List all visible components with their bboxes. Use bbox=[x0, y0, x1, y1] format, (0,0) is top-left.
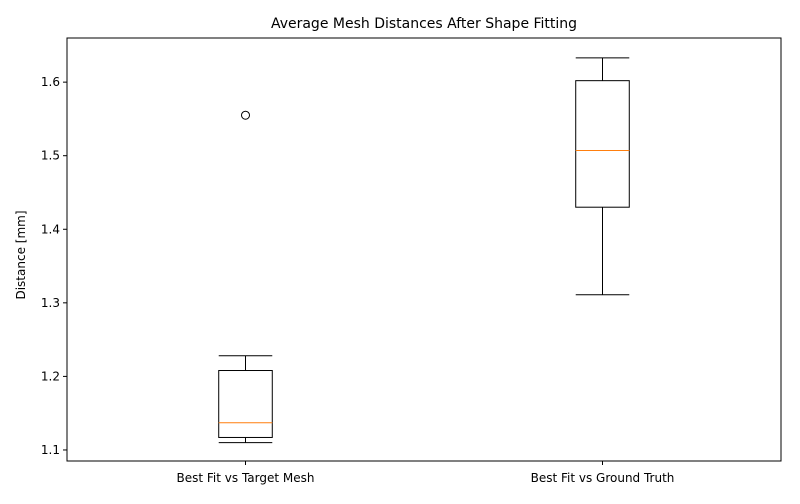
box-group bbox=[575, 57, 630, 296]
y-axis: 1.1 1.2 1.3 1.4 1.5 1.6 bbox=[41, 75, 67, 457]
box-group bbox=[218, 110, 273, 444]
chart-title: Average Mesh Distances After Shape Fitti… bbox=[271, 16, 577, 32]
y-tick-label: 1.1 bbox=[41, 443, 60, 457]
y-tick-label: 1.4 bbox=[41, 222, 60, 236]
y-tick-label: 1.2 bbox=[41, 369, 60, 383]
x-axis: Best Fit vs Target Mesh Best Fit vs Groun… bbox=[177, 461, 675, 485]
box-iqr bbox=[218, 370, 273, 438]
x-tick-label: Best Fit vs Target Mesh bbox=[177, 471, 315, 485]
y-tick-label: 1.5 bbox=[41, 149, 60, 163]
y-axis-label: Distance [mm] bbox=[14, 210, 28, 299]
boxes-layer bbox=[218, 57, 630, 444]
y-tick-label: 1.6 bbox=[41, 75, 60, 89]
y-tick-label: 1.3 bbox=[41, 296, 60, 310]
outlier-point bbox=[241, 110, 250, 120]
x-tick-label: Best Fit vs Ground Truth bbox=[531, 471, 675, 485]
box-iqr bbox=[575, 80, 630, 208]
plot-area-frame bbox=[66, 37, 782, 462]
